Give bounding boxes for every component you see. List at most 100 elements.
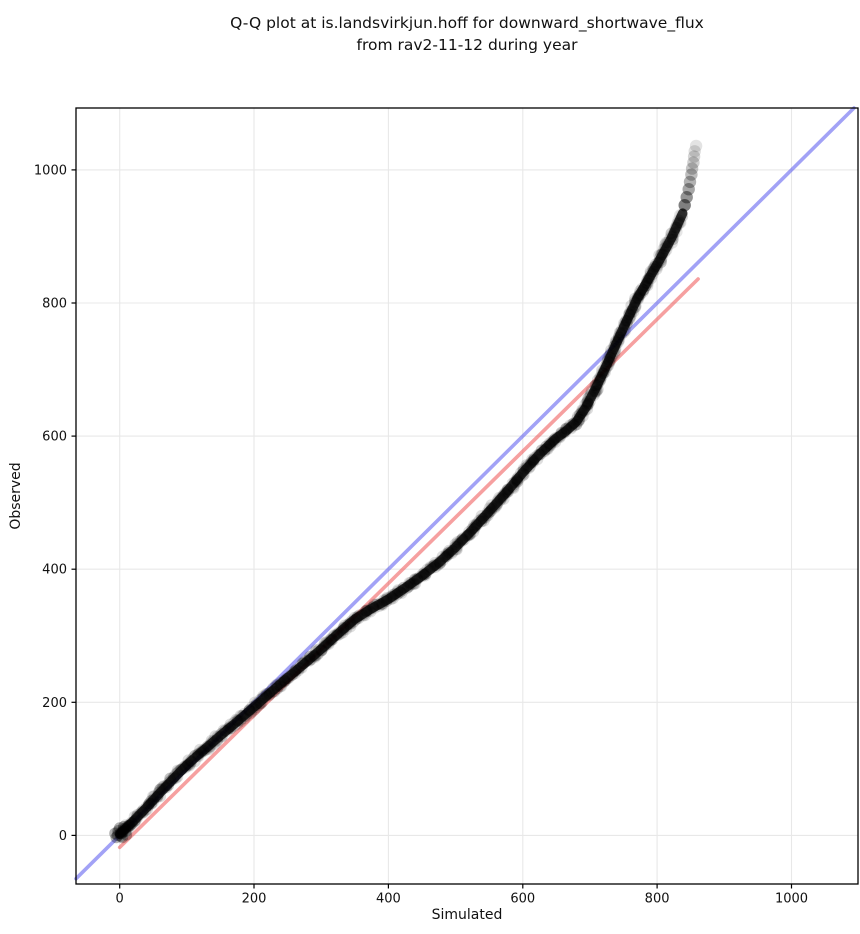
qq-point (367, 600, 380, 613)
qq-tail-point (682, 183, 695, 196)
qq-point (602, 359, 615, 372)
qq-point (145, 797, 157, 810)
qq-point (468, 519, 480, 531)
qq-point (337, 626, 349, 639)
qq-point (209, 738, 221, 750)
qq-point (411, 573, 423, 586)
qq-point (163, 776, 175, 789)
qq-point (531, 453, 544, 466)
qq-point (517, 469, 529, 482)
qq-point (216, 731, 228, 743)
qq-point (197, 744, 210, 756)
qq-point (182, 754, 195, 766)
qq-point (236, 710, 248, 722)
qq-point (634, 285, 646, 297)
qq-point (456, 534, 469, 547)
qq-point (113, 822, 126, 834)
qq-point (324, 634, 336, 646)
qq-point (624, 311, 636, 324)
qq-point (485, 505, 497, 518)
qq-point (231, 714, 244, 726)
qq-point (560, 422, 572, 435)
qq-point (582, 397, 594, 410)
qq-point (416, 568, 429, 580)
qq-point (216, 730, 228, 743)
qq-point (591, 374, 604, 386)
qq-point (535, 444, 548, 457)
qq-point (551, 431, 564, 444)
qq-point (462, 529, 474, 541)
qq-point (511, 476, 524, 488)
qq-point (257, 691, 270, 703)
qq-point (570, 418, 583, 431)
qq-point (344, 618, 356, 631)
qq-point (634, 287, 646, 299)
qq-point (594, 375, 606, 388)
qq-point (145, 794, 158, 807)
qq-point (614, 326, 627, 339)
qq-point (632, 293, 645, 305)
qq-point (326, 633, 338, 646)
qq-point (418, 566, 430, 579)
qq-point (470, 519, 483, 531)
qq-point (549, 432, 562, 444)
qq-point (497, 489, 510, 501)
qq-point (168, 770, 181, 783)
qq-point (283, 670, 296, 683)
qq-point (245, 707, 257, 719)
qq-point (337, 624, 349, 637)
qq-point (183, 759, 196, 772)
qq-point (478, 515, 490, 527)
qq-point (470, 518, 482, 531)
qq-point (674, 209, 686, 221)
qq-point (466, 523, 478, 536)
qq-point (483, 502, 496, 514)
qq-point (582, 398, 595, 411)
qq-point (252, 699, 265, 712)
qq-point (368, 602, 381, 614)
qq-point (581, 399, 593, 412)
qq-point (511, 475, 524, 488)
qq-point (247, 702, 260, 715)
qq-point (261, 688, 273, 700)
qq-point (673, 214, 686, 227)
qq-point (666, 231, 679, 243)
qq-point (397, 584, 410, 596)
qq-point (509, 476, 521, 489)
qq-point (320, 636, 333, 648)
qq-point (499, 487, 512, 500)
qq-point (337, 622, 350, 634)
qq-point (143, 798, 155, 810)
qq-point (659, 240, 672, 253)
qq-point (582, 392, 594, 405)
qq-point (603, 350, 615, 362)
qq-point (631, 293, 644, 305)
qq-point (594, 374, 607, 386)
qq-band-core (114, 208, 688, 839)
qq-point (356, 609, 368, 621)
qq-point (467, 526, 480, 538)
qq-point (573, 413, 586, 426)
qq-point (184, 758, 197, 770)
qq-point (263, 687, 276, 700)
qq-point (652, 257, 664, 269)
qq-point (572, 415, 584, 427)
qq-point (151, 791, 164, 803)
qq-point (263, 686, 276, 699)
qq-point (463, 525, 475, 538)
qq-point (145, 797, 158, 810)
qq-point (632, 291, 645, 304)
qq-point (175, 763, 187, 776)
qq-point (540, 440, 553, 453)
qq-point (117, 821, 130, 833)
qq-point (572, 415, 585, 428)
qq-point (585, 385, 598, 398)
qq-point (583, 391, 595, 403)
qq-point (481, 507, 494, 520)
qq-point (255, 697, 267, 710)
qq-point (555, 427, 567, 439)
qq-point (182, 758, 194, 770)
qq-point (655, 248, 668, 261)
qq-point (129, 814, 142, 827)
